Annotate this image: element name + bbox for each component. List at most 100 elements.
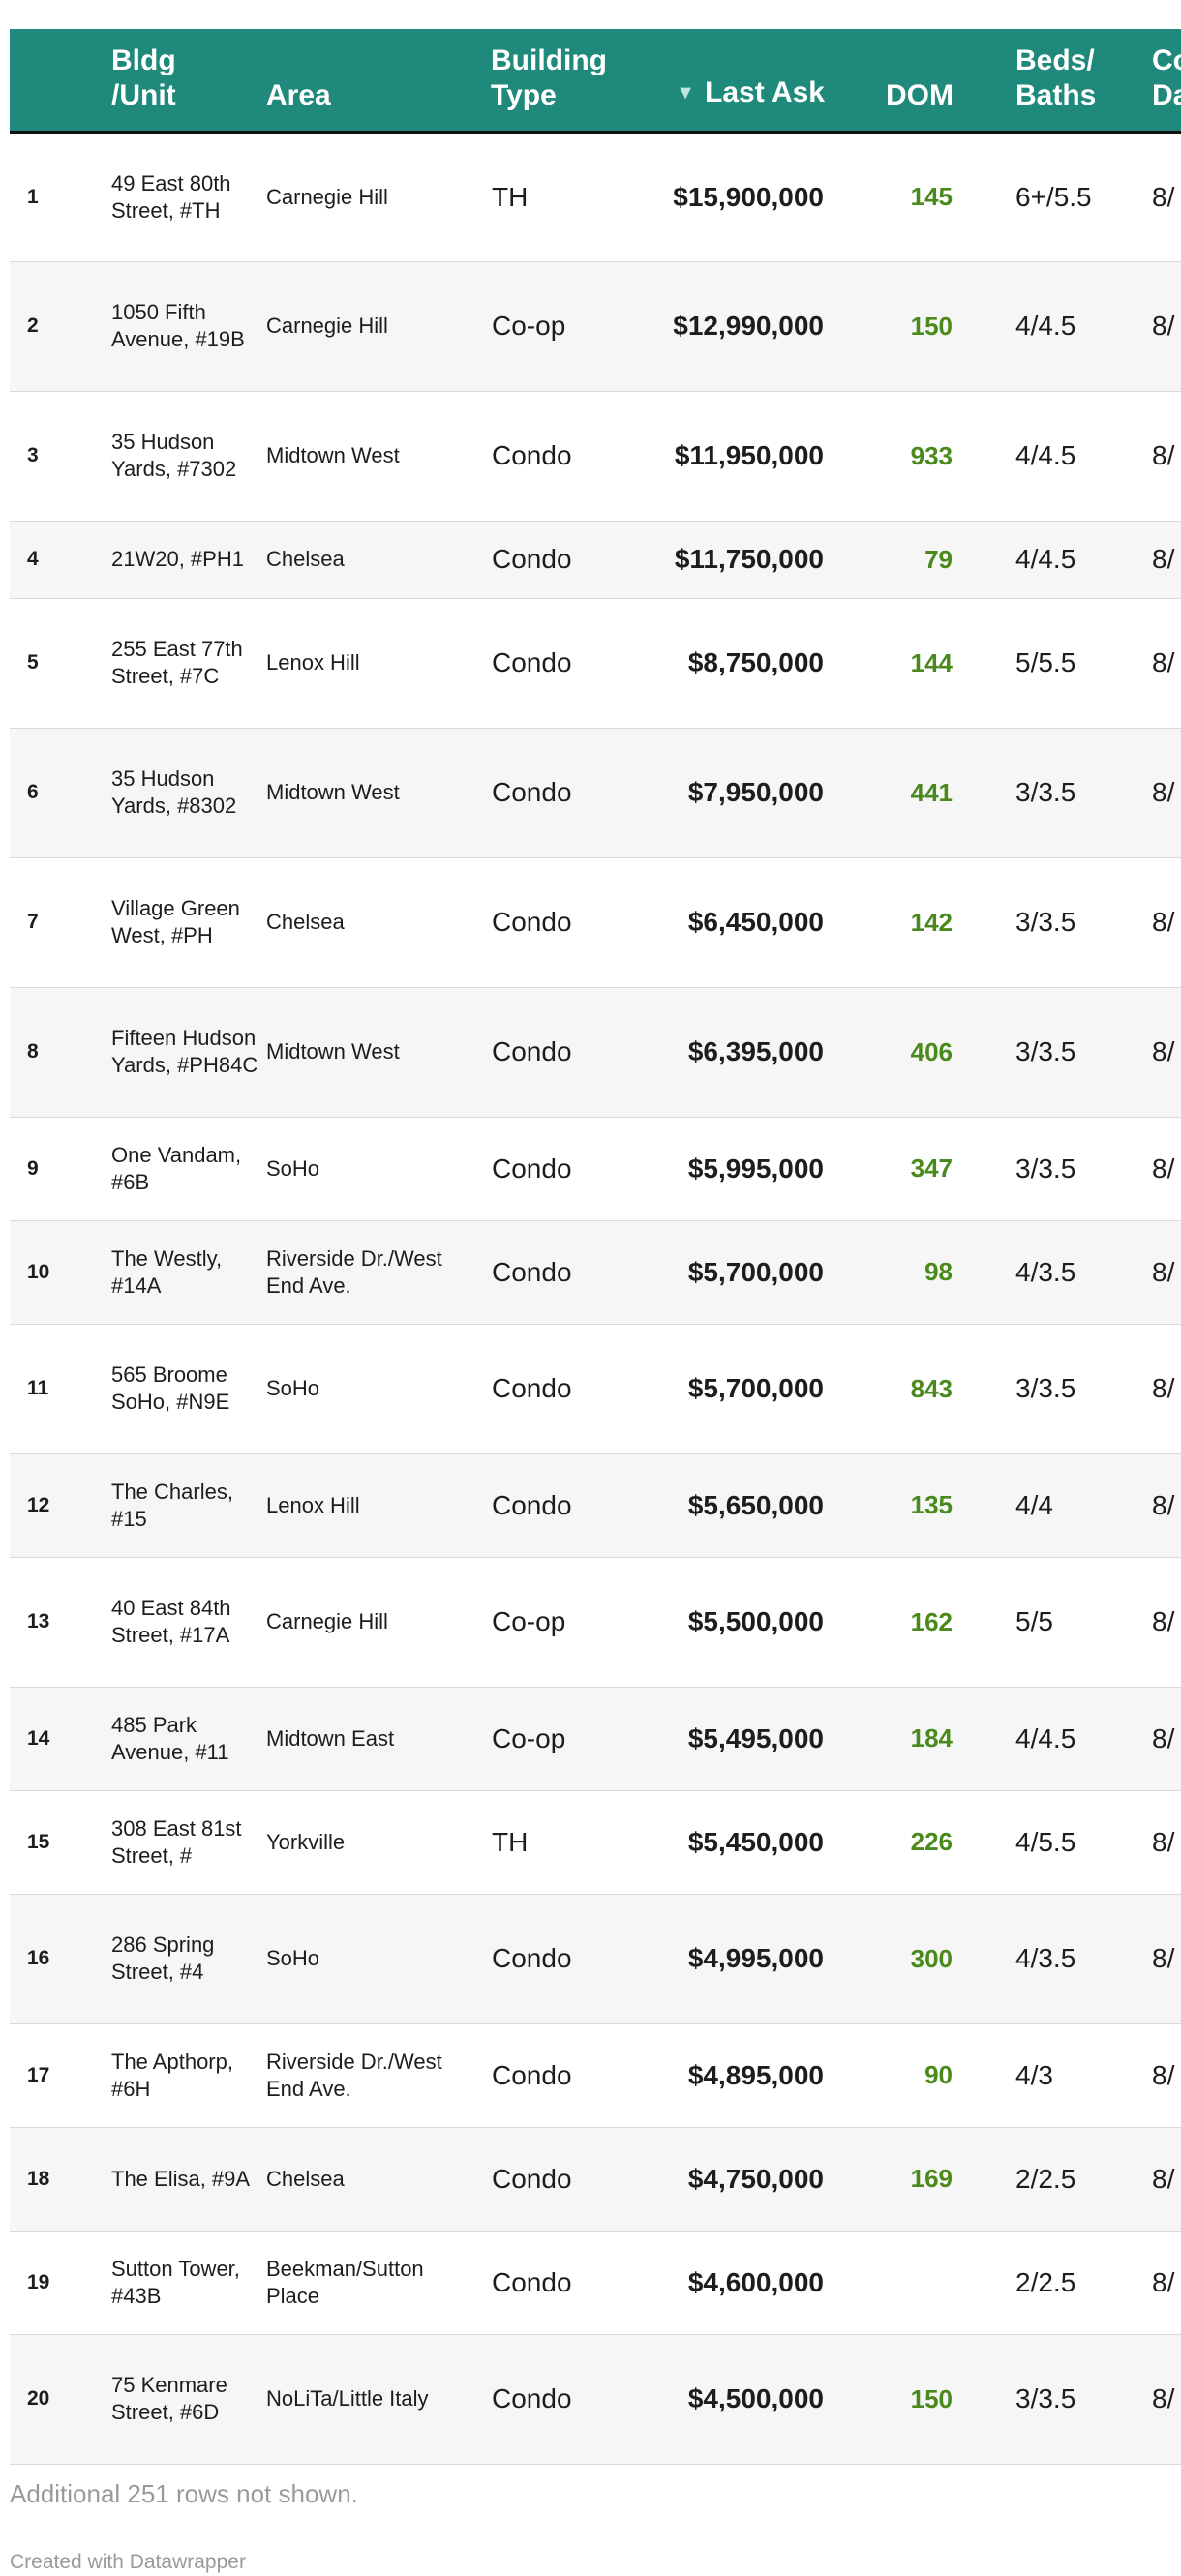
header-dom[interactable]: DOM (825, 29, 954, 134)
header-last-ask[interactable]: ▼ Last Ask (636, 29, 825, 134)
cell-date: 8/ (1096, 521, 1181, 599)
cell-dom (825, 2231, 954, 2335)
cell-beds-baths: 5/5.5 (954, 598, 1096, 729)
cell-bldg-unit: 565 Broome SoHo, #N9E (111, 1324, 266, 1454)
cell-rank: 15 (10, 1790, 111, 1895)
cell-area: Beekman/Sutton Place (266, 2231, 491, 2335)
header-rank[interactable] (10, 29, 111, 134)
header-beds-baths[interactable]: Beds/ Baths (954, 29, 1096, 134)
table-row: 5 255 East 77th Street, #7C Lenox Hill Cond… (10, 598, 1181, 729)
cell-beds-baths: 5/5 (954, 1557, 1096, 1688)
datawrapper-credit[interactable]: Created with Datawrapper (10, 2551, 246, 2573)
table-row: 3 35 Hudson Yards, #7302 Midtown West Condo… (10, 391, 1181, 522)
cell-building-type: Condo (491, 1894, 636, 2024)
cell-beds-baths: 2/2.5 (954, 2231, 1096, 2335)
table-row: 4 21W20, #PH1 Chelsea Condo $11,750,000 79 4/4… (10, 521, 1181, 599)
cell-bldg-unit: The Elisa, #9A (111, 2127, 266, 2232)
cell-last-ask: $5,650,000 (636, 1453, 825, 1558)
cell-date: 8/ (1096, 857, 1181, 988)
cell-beds-baths: 4/4.5 (954, 521, 1096, 599)
cell-last-ask: $6,450,000 (636, 857, 825, 988)
cell-rank: 7 (10, 857, 111, 988)
cell-bldg-unit: 255 East 77th Street, #7C (111, 598, 266, 729)
cell-rank: 6 (10, 728, 111, 858)
cell-date: 8/ (1096, 2023, 1181, 2128)
cell-area: SoHo (266, 1894, 491, 2024)
cell-beds-baths: 4/3.5 (954, 1220, 1096, 1325)
header-last-ask-label: Last Ask (705, 75, 825, 108)
cell-bldg-unit: 49 East 80th Street, #TH (111, 132, 266, 262)
cell-bldg-unit: The Charles, #15 (111, 1453, 266, 1558)
cell-building-type: Condo (491, 728, 636, 858)
cell-building-type: Condo (491, 857, 636, 988)
cell-last-ask: $5,700,000 (636, 1324, 825, 1454)
cell-building-type: TH (491, 1790, 636, 1895)
table-row: 18 The Elisa, #9A Chelsea Condo $4,750,000 16… (10, 2127, 1181, 2232)
cell-last-ask: $4,600,000 (636, 2231, 825, 2335)
cell-building-type: Condo (491, 1324, 636, 1454)
cell-building-type: Condo (491, 2127, 636, 2232)
cell-area: Lenox Hill (266, 1453, 491, 1558)
cell-last-ask: $5,450,000 (636, 1790, 825, 1895)
cell-last-ask: $5,495,000 (636, 1687, 825, 1791)
cell-beds-baths: 2/2.5 (954, 2127, 1096, 2232)
cell-date: 8/ (1096, 1220, 1181, 1325)
cell-date: 8/ (1096, 1453, 1181, 1558)
table-row: 19 Sutton Tower, #43B Beekman/Sutton Place… (10, 2231, 1181, 2335)
cell-beds-baths: 4/4.5 (954, 1687, 1096, 1791)
cell-building-type: Condo (491, 598, 636, 729)
cell-bldg-unit: The Westly, #14A (111, 1220, 266, 1325)
cell-date: 8/ (1096, 132, 1181, 262)
cell-last-ask: $5,995,000 (636, 1117, 825, 1221)
cell-date: 8/ (1096, 391, 1181, 522)
cell-date: 8/ (1096, 1894, 1181, 2024)
cell-bldg-unit: 35 Hudson Yards, #8302 (111, 728, 266, 858)
cell-rank: 4 (10, 521, 111, 599)
cell-dom: 843 (825, 1324, 954, 1454)
cell-rank: 14 (10, 1687, 111, 1791)
cell-building-type: TH (491, 132, 636, 262)
cell-building-type: Co-op (491, 1687, 636, 1791)
cell-rank: 9 (10, 1117, 111, 1221)
cell-beds-baths: 4/4.5 (954, 391, 1096, 522)
cell-last-ask: $8,750,000 (636, 598, 825, 729)
cell-bldg-unit: Sutton Tower, #43B (111, 2231, 266, 2335)
cell-dom: 184 (825, 1687, 954, 1791)
cell-bldg-unit: 308 East 81st Street, # (111, 1790, 266, 1895)
cell-date: 8/ (1096, 1117, 1181, 1221)
header-area[interactable]: Area (266, 29, 491, 134)
cell-beds-baths: 4/4.5 (954, 261, 1096, 392)
cell-dom: 79 (825, 521, 954, 599)
cell-last-ask: $12,990,000 (636, 261, 825, 392)
header-date[interactable]: Co Da (1096, 29, 1181, 134)
cell-dom: 142 (825, 857, 954, 988)
cell-dom: 150 (825, 261, 954, 392)
cell-date: 8/ (1096, 1324, 1181, 1454)
cell-area: NoLiTa/Little Italy (266, 2334, 491, 2465)
cell-beds-baths: 4/3.5 (954, 1894, 1096, 2024)
cell-beds-baths: 6+/5.5 (954, 132, 1096, 262)
cell-rank: 16 (10, 1894, 111, 2024)
cell-dom: 135 (825, 1453, 954, 1558)
cell-dom: 144 (825, 598, 954, 729)
rows-not-shown-note: Additional 251 rows not shown. (10, 2479, 358, 2508)
cell-last-ask: $4,895,000 (636, 2023, 825, 2128)
table-row: 20 75 Kenmare Street, #6D NoLiTa/Little It… (10, 2334, 1181, 2465)
table-header-row: Bldg /Unit Area Building Type ▼ Last Ask … (10, 29, 1181, 134)
cell-beds-baths: 4/5.5 (954, 1790, 1096, 1895)
cell-bldg-unit: Fifteen Hudson Yards, #PH84C (111, 987, 266, 1118)
cell-bldg-unit: The Apthorp, #6H (111, 2023, 266, 2128)
cell-bldg-unit: 35 Hudson Yards, #7302 (111, 391, 266, 522)
cell-area: Carnegie Hill (266, 261, 491, 392)
header-bldg-unit[interactable]: Bldg /Unit (111, 29, 266, 134)
cell-dom: 98 (825, 1220, 954, 1325)
cell-date: 8/ (1096, 598, 1181, 729)
cell-last-ask: $4,500,000 (636, 2334, 825, 2465)
cell-rank: 11 (10, 1324, 111, 1454)
header-building-type[interactable]: Building Type (491, 29, 636, 134)
table-row: 7 Village Green West, #PH Chelsea Condo $6,4… (10, 857, 1181, 988)
cell-rank: 5 (10, 598, 111, 729)
cell-bldg-unit: 286 Spring Street, #4 (111, 1894, 266, 2024)
cell-building-type: Condo (491, 2231, 636, 2335)
cell-last-ask: $11,750,000 (636, 521, 825, 599)
